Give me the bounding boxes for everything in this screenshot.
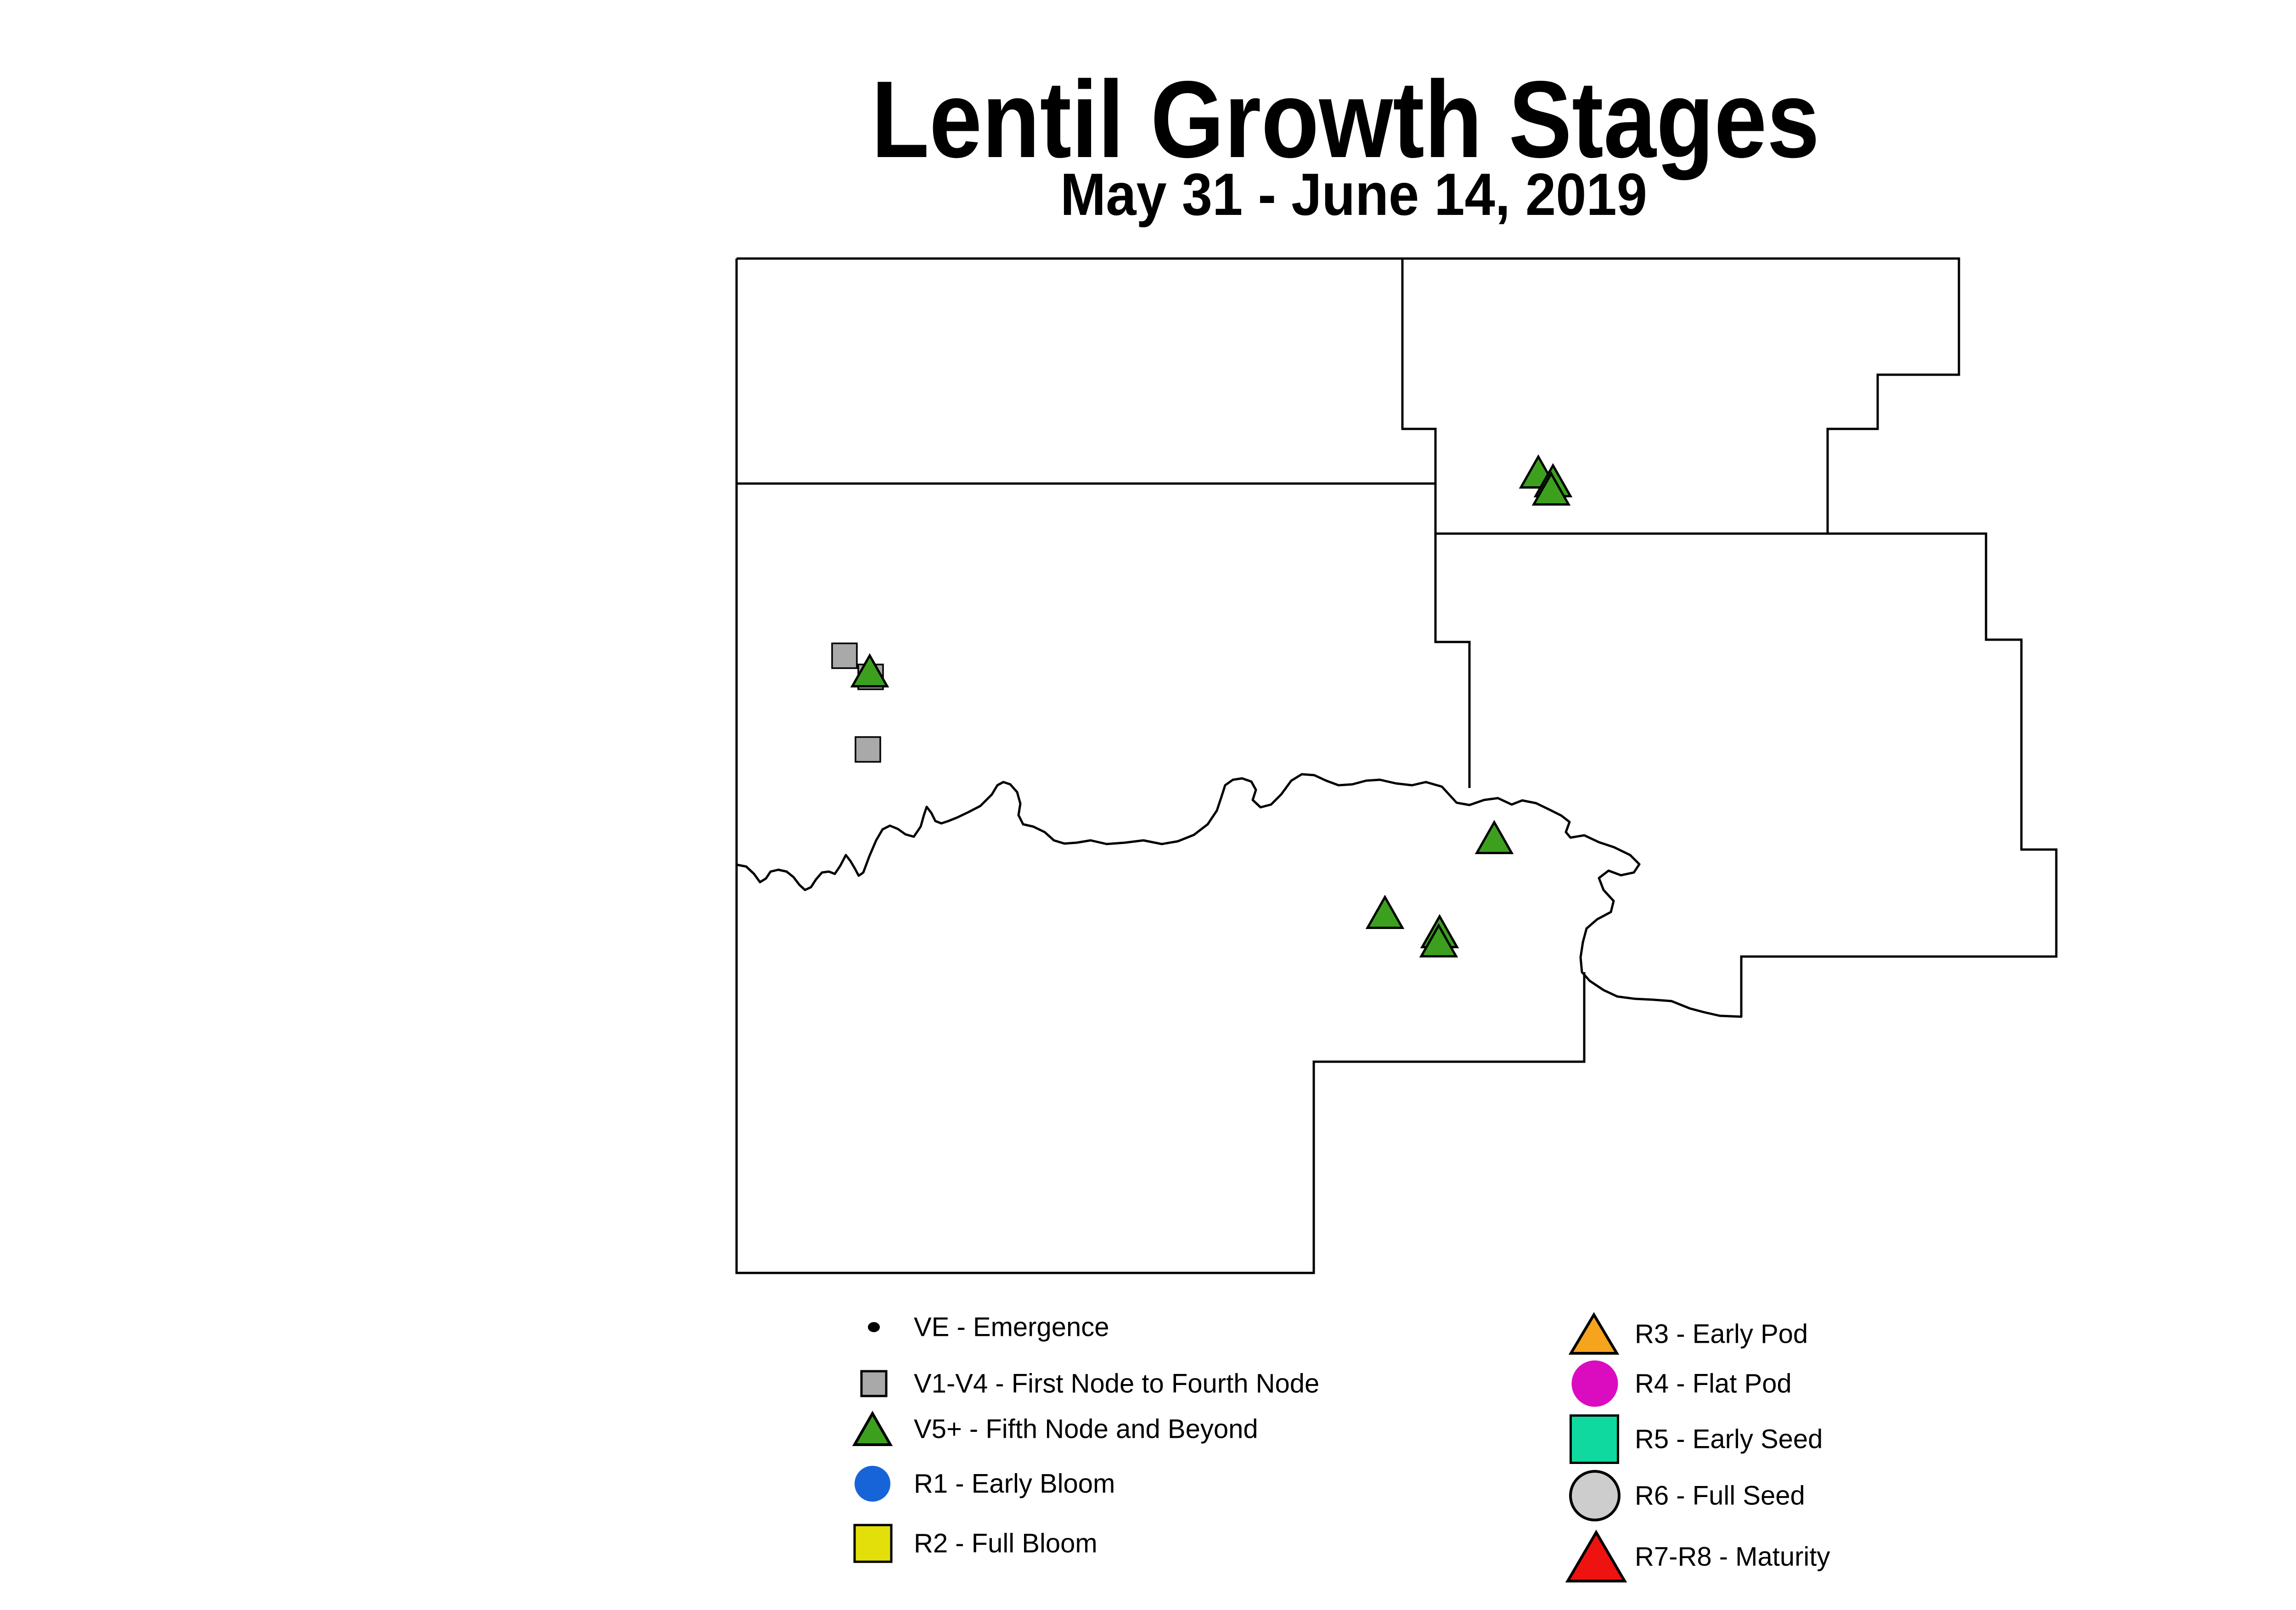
map-marker-v1-v4 [831,642,858,669]
legend-marker-icon-circle [855,1466,890,1502]
legend-item-v1-v4: V1-V4 - First Node to Fourth Node [860,1369,1319,1399]
legend-label: V5+ - Fifth Node and Beyond [914,1414,1258,1444]
legend-marker-icon-circle [1571,1360,1618,1407]
legend-left-column: VE - Emergence V1-V4 - First Node to Four… [852,1312,1319,1563]
legend-label: R3 - Early Pod [1635,1319,1808,1349]
legend-label: V1-V4 - First Node to Fourth Node [914,1369,1319,1399]
legend-label: R2 - Full Bloom [914,1529,1097,1559]
legend-label: R4 - Flat Pod [1635,1369,1792,1399]
legend-marker-icon-triangle [852,1410,893,1446]
legend-marker-icon-triangle [1568,1312,1620,1355]
map-marker-v1-v4 [855,736,881,763]
legend-label: R6 - Full Seed [1635,1481,1805,1511]
map-marker-v5- [1419,923,1458,957]
legend-marker-icon-circle [868,1322,880,1332]
legend-item-r5: R5 - Early Seed [1570,1414,1823,1464]
legend-marker-icon-square [853,1524,893,1563]
legend-label: R1 - Early Bloom [914,1469,1115,1499]
page-title: Lentil Growth Stages [872,59,1820,180]
legend-marker-icon-square [860,1370,888,1397]
legend-item-ve: VE - Emergence [868,1312,1109,1342]
legend-item-r3: R3 - Early Pod [1568,1312,1808,1355]
legend-item-v5-: V5+ - Fifth Node and Beyond [852,1410,1258,1446]
legend-item-r7-r8: R7-R8 - Maturity [1565,1530,1830,1582]
legend-marker-icon-circle [1569,1470,1621,1521]
river-line [735,773,1743,1018]
legend-item-r2: R2 - Full Bloom [853,1524,1097,1563]
legend-right-column: R3 - Early Pod R4 - Flat Pod R5 - Early Se… [1565,1312,1830,1582]
map-marker-v5- [1365,895,1405,929]
page-subtitle: May 31 - June 14, 2019 [1060,161,1647,228]
map-marker-v5- [1474,820,1514,854]
legend-marker-icon-square [1570,1414,1619,1464]
map-marker-v5- [850,653,889,687]
legend-label: R7-R8 - Maturity [1635,1542,1830,1572]
legend-item-r1: R1 - Early Bloom [855,1466,1115,1502]
legend-label: R5 - Early Seed [1635,1424,1823,1454]
legend-item-r6: R6 - Full Seed [1569,1470,1805,1521]
legend-label: VE - Emergence [914,1312,1109,1342]
map-marker-v5- [1531,471,1571,506]
legend-item-r4: R4 - Flat Pod [1571,1360,1792,1407]
map-markers-layer [831,454,1573,957]
legend-marker-icon-triangle [1565,1530,1627,1582]
county-boundaries [735,257,2058,1274]
